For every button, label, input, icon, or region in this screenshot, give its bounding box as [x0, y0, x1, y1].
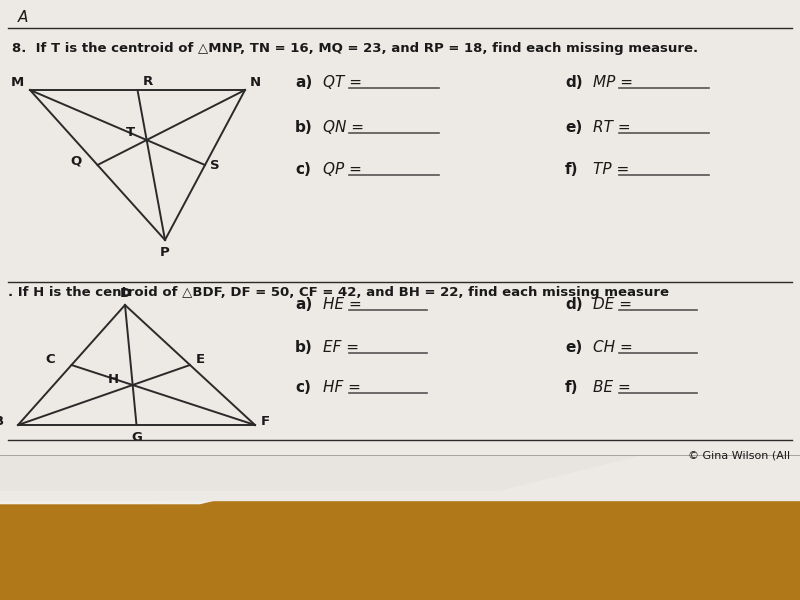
Polygon shape [0, 0, 800, 500]
Polygon shape [0, 0, 800, 455]
Text: H: H [107, 373, 118, 386]
Bar [0, 0, 800, 25]
Text: QN =: QN = [323, 120, 364, 135]
Bar [0, 0, 800, 20]
Text: R: R [142, 75, 153, 88]
Text: e): e) [565, 340, 582, 355]
Text: d): d) [565, 297, 582, 312]
Text: 8.  If T is the centroid of △MNP, TN = 16, MQ = 23, and RP = 18, find each missi: 8. If T is the centroid of △MNP, TN = 16… [12, 42, 698, 55]
Text: c): c) [295, 380, 311, 395]
Text: TP =: TP = [593, 162, 630, 177]
Text: . If H is the centroid of △BDF, DF = 50, CF = 42, and BH = 22, find each missing: . If H is the centroid of △BDF, DF = 50,… [8, 286, 669, 299]
Text: QP =: QP = [323, 162, 362, 177]
Text: T: T [126, 126, 135, 139]
Text: HE =: HE = [323, 297, 362, 312]
Text: F: F [261, 415, 270, 428]
Text: EF =: EF = [323, 340, 359, 355]
Text: DE =: DE = [593, 297, 632, 312]
Text: A: A [18, 10, 28, 25]
Text: e): e) [565, 120, 582, 135]
Text: b): b) [295, 340, 313, 355]
Text: d): d) [565, 75, 582, 90]
Text: B: B [0, 415, 4, 428]
Text: G: G [131, 431, 142, 444]
Text: c): c) [295, 162, 311, 177]
Text: © Gina Wilson (All: © Gina Wilson (All [688, 450, 790, 460]
Text: P: P [160, 246, 170, 259]
Text: a): a) [295, 75, 312, 90]
Text: RT =: RT = [593, 120, 630, 135]
Text: HF =: HF = [323, 380, 361, 395]
Polygon shape [0, 445, 800, 600]
Text: f): f) [565, 162, 578, 177]
Text: C: C [46, 353, 55, 366]
Text: E: E [196, 353, 205, 366]
Polygon shape [0, 0, 800, 530]
Text: b): b) [295, 120, 313, 135]
Text: f): f) [565, 380, 578, 395]
Text: N: N [250, 76, 261, 89]
Text: CH =: CH = [593, 340, 633, 355]
Text: S: S [210, 159, 220, 172]
Text: M: M [10, 76, 24, 89]
Text: MP =: MP = [593, 75, 633, 90]
Text: D: D [119, 287, 130, 300]
Text: Q: Q [70, 155, 82, 168]
Polygon shape [0, 0, 800, 490]
Text: BE =: BE = [593, 380, 630, 395]
Text: a): a) [295, 297, 312, 312]
Text: QT =: QT = [323, 75, 362, 90]
Polygon shape [0, 440, 800, 600]
